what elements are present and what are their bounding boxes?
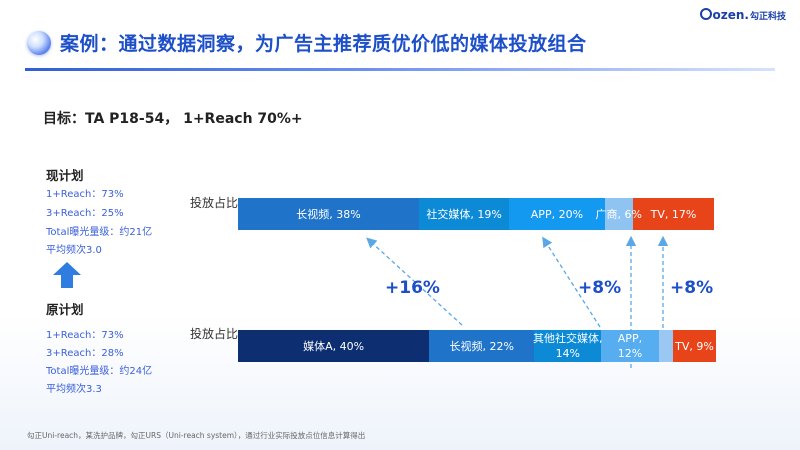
up-arrow-icon — [53, 262, 81, 288]
delta-tv: +8% — [670, 278, 714, 298]
logo-g-icon — [699, 8, 712, 20]
footnote: 勾正Uni-reach，某洗护品牌，勾正URS（Uni-reach system… — [27, 431, 366, 440]
original-plan-bar: 媒体A, 40% 长视频, 22% 其他社交媒体, 14% APP, 12% TV,… — [238, 330, 716, 362]
current-plan-stat: 3+Reach：25% — [46, 208, 124, 219]
current-plan-stat: 1+Reach：73% — [46, 189, 124, 200]
bar-segment-other-social: 其他社交媒体, 14% — [533, 330, 603, 362]
original-bar-label: 投放占比 — [190, 327, 239, 341]
current-plan-title: 现计划 — [46, 168, 84, 183]
bar-segment-vendor: 广商, 6% — [596, 198, 642, 230]
current-plan-bar: 长视频, 38% 社交媒体, 19% APP, 20% 广商, 6% TV, 1… — [238, 198, 714, 230]
original-plan-stat: 平均频次3.3 — [46, 384, 102, 395]
bar-segment-other — [658, 330, 673, 362]
original-plan-stat: 1+Reach：73% — [46, 330, 124, 341]
title-bullet-icon — [27, 31, 51, 55]
bar-segment-long-video: 长视频, 38% — [238, 198, 419, 230]
bar-segment-social-media: 社交媒体, 19% — [418, 198, 510, 230]
delta-long-video: +16% — [385, 278, 440, 298]
company-logo: ozen.勾正科技 — [699, 8, 786, 22]
original-plan-stat: Total曝光量级：约24亿 — [46, 366, 153, 377]
bar-segment-tv: TV, 9% — [672, 330, 716, 362]
current-plan-stat: Total曝光量级：约21亿 — [46, 227, 153, 238]
bar-segment-app: APP, 12% — [601, 330, 659, 362]
delta-social: +8% — [578, 278, 622, 298]
original-plan-title: 原计划 — [46, 302, 84, 317]
current-bar-label: 投放占比 — [190, 196, 239, 210]
current-plan-stat: 平均频次3.0 — [46, 245, 102, 256]
bar-segment-app: APP, 20% — [509, 198, 605, 230]
bar-segment-tv: TV, 17% — [633, 198, 714, 230]
bar-segment-long-video: 长视频, 22% — [429, 330, 535, 362]
bar-segment-media-a: 媒体A, 40% — [238, 330, 430, 362]
original-plan-stat: 3+Reach：28% — [46, 348, 124, 359]
campaign-goal: 目标：TA P18-54， 1+Reach 70%+ — [43, 111, 303, 127]
title-underline — [25, 68, 775, 71]
page-title: 案例：通过数据洞察，为广告主推荐质优价低的媒体投放组合 — [60, 33, 587, 55]
